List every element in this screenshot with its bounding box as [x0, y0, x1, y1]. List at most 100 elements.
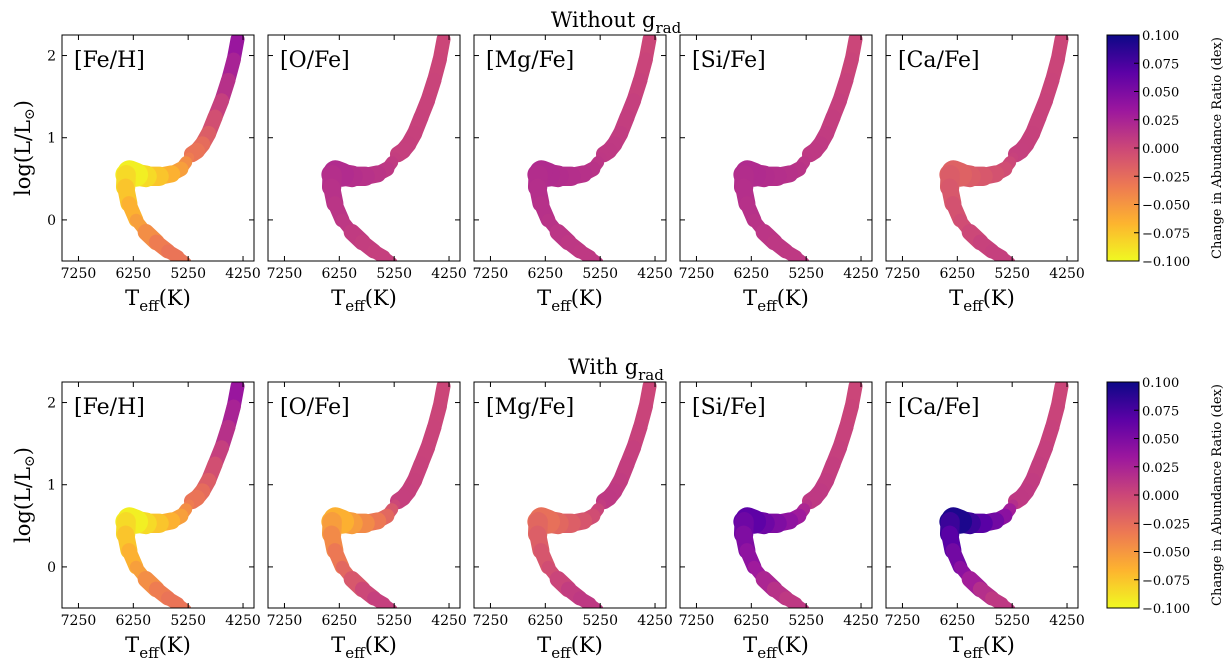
colorbar-tick-label: 0.000 — [1142, 142, 1179, 157]
panel-label: [Mg/Fe] — [486, 48, 574, 73]
row-title: Without grad — [551, 8, 682, 37]
isochrone-band — [321, 35, 451, 261]
panel-sife: [Si/Fe] 7250 6250 5250 4250 Teff(K) — [679, 381, 879, 658]
colorbar: 0.100 0.075 0.050 0.025 0.000 −0.025 −0.050 −0.… — [1106, 29, 1225, 270]
y-tick-label: 1 — [47, 131, 56, 147]
x-tick-label: 4250 — [225, 266, 261, 282]
x-tick-label: 6250 — [939, 613, 975, 629]
x-tick-label: 4250 — [431, 613, 467, 629]
track-segment — [995, 597, 1016, 608]
isochrone-band — [939, 35, 1069, 261]
x-axis-label: Teff(K) — [125, 633, 191, 658]
colorbar-tick-label: −0.100 — [1142, 602, 1190, 617]
panel-label: [Si/Fe] — [692, 48, 766, 73]
panel-ofe: [O/Fe] 7250 6250 5250 4250 Teff(K) — [267, 34, 467, 315]
colorbar-tick-label: 0.025 — [1142, 114, 1179, 129]
x-tick-label: 5250 — [788, 266, 824, 282]
y-tick-label: 1 — [47, 478, 56, 494]
x-tick-label: 7250 — [473, 266, 509, 282]
x-tick-label: 7250 — [885, 613, 921, 629]
colorbar-tick-label: −0.025 — [1142, 517, 1190, 532]
x-tick-label: 6250 — [733, 613, 769, 629]
x-tick-label: 7250 — [267, 266, 303, 282]
panel-frame — [267, 34, 461, 262]
panel-frame — [885, 34, 1079, 262]
x-tick-label: 4250 — [1049, 266, 1085, 282]
track-segment — [789, 597, 810, 608]
panel-frame — [267, 381, 461, 609]
panel-sife: [Si/Fe] 7250 6250 5250 4250 Teff(K) — [679, 34, 879, 315]
panel-label: [Ca/Fe] — [898, 395, 980, 420]
panel-label: [Mg/Fe] — [486, 395, 574, 420]
x-tick-label: 5250 — [582, 613, 618, 629]
x-axis-label: Teff(K) — [331, 286, 397, 315]
isochrone-band — [939, 382, 1069, 608]
x-tick-label: 6250 — [321, 266, 357, 282]
track-segment — [995, 250, 1016, 261]
x-axis-label: Teff(K) — [949, 633, 1015, 658]
panel-ofe: [O/Fe] 7250 6250 5250 4250 Teff(K) — [267, 381, 467, 658]
panel-feh: [Fe/H] 7250 6250 5250 4250 0 1 2 Teff(K) — [47, 381, 261, 658]
y-tick-label: 2 — [47, 49, 56, 65]
x-tick-label: 6250 — [939, 266, 975, 282]
x-tick-label: 6250 — [733, 266, 769, 282]
colorbar-tick-label: −0.050 — [1142, 199, 1190, 214]
isochrone-band — [115, 382, 245, 608]
x-tick-label: 4250 — [225, 613, 261, 629]
x-tick-label: 4250 — [637, 613, 673, 629]
y-tick-label: 0 — [47, 213, 56, 229]
colorbar-tick-label: 0.000 — [1142, 489, 1179, 504]
panel-label: [Ca/Fe] — [898, 48, 980, 73]
panel-frame — [61, 381, 255, 609]
isochrone-band — [733, 35, 863, 261]
panel-frame — [679, 381, 873, 609]
x-tick-label: 4250 — [637, 266, 673, 282]
panel-frame — [61, 34, 255, 262]
x-axis-label: Teff(K) — [743, 633, 809, 658]
x-axis-label: Teff(K) — [331, 633, 397, 658]
colorbar-tick-label: −0.100 — [1142, 255, 1190, 270]
x-tick-label: 5250 — [376, 266, 412, 282]
x-tick-label: 5250 — [376, 613, 412, 629]
y-axis-label: log(L/L⊙) — [11, 447, 38, 543]
x-tick-label: 4250 — [431, 266, 467, 282]
panel-frame — [473, 381, 667, 609]
track-segment — [789, 250, 810, 261]
isochrone-band — [321, 382, 451, 608]
x-tick-label: 7250 — [473, 613, 509, 629]
colorbar-label: Change in Abundance Ratio (dex) — [1210, 37, 1225, 259]
x-axis-label: Teff(K) — [537, 633, 603, 658]
x-tick-label: 6250 — [527, 266, 563, 282]
panel-cafe: [Ca/Fe] 7250 6250 5250 4250 Teff(K) — [885, 381, 1085, 658]
x-tick-label: 6250 — [115, 266, 151, 282]
x-axis-label: Teff(K) — [949, 286, 1015, 315]
track-segment — [171, 250, 192, 261]
x-tick-label: 6250 — [527, 613, 563, 629]
isochrone-band — [733, 382, 863, 608]
isochrone-band — [527, 35, 657, 261]
x-tick-label: 7250 — [679, 613, 715, 629]
y-axis-label: log(L/L⊙) — [11, 100, 38, 196]
x-tick-label: 5250 — [170, 266, 206, 282]
x-tick-label: 7250 — [61, 613, 97, 629]
colorbar-label: Change in Abundance Ratio (dex) — [1210, 384, 1225, 606]
panel-mgfe: [Mg/Fe] 7250 6250 5250 4250 Teff(K) — [473, 34, 673, 315]
x-tick-label: 5250 — [994, 266, 1030, 282]
track-segment — [583, 250, 604, 261]
x-tick-label: 6250 — [115, 613, 151, 629]
x-tick-label: 7250 — [61, 266, 97, 282]
colorbar-gradient — [1106, 34, 1140, 262]
x-tick-label: 6250 — [321, 613, 357, 629]
panel-label: [O/Fe] — [280, 48, 350, 73]
track-segment — [171, 597, 192, 608]
y-tick-label: 2 — [47, 396, 56, 412]
panel-label: [O/Fe] — [280, 395, 350, 420]
panel-frame — [679, 34, 873, 262]
x-tick-label: 5250 — [170, 613, 206, 629]
panel-mgfe: [Mg/Fe] 7250 6250 5250 4250 Teff(K) — [473, 381, 673, 658]
panel-feh: [Fe/H] 7250 6250 5250 4250 0 1 2 Teff(K) — [47, 34, 261, 315]
x-tick-label: 4250 — [843, 266, 879, 282]
colorbar-tick-label: 0.075 — [1142, 404, 1179, 419]
figure-row-0: Without grad log(L/L⊙) [Fe/H] 7250 6250 5250 4… — [11, 8, 1085, 315]
colorbar-tick-label: 0.050 — [1142, 433, 1179, 448]
